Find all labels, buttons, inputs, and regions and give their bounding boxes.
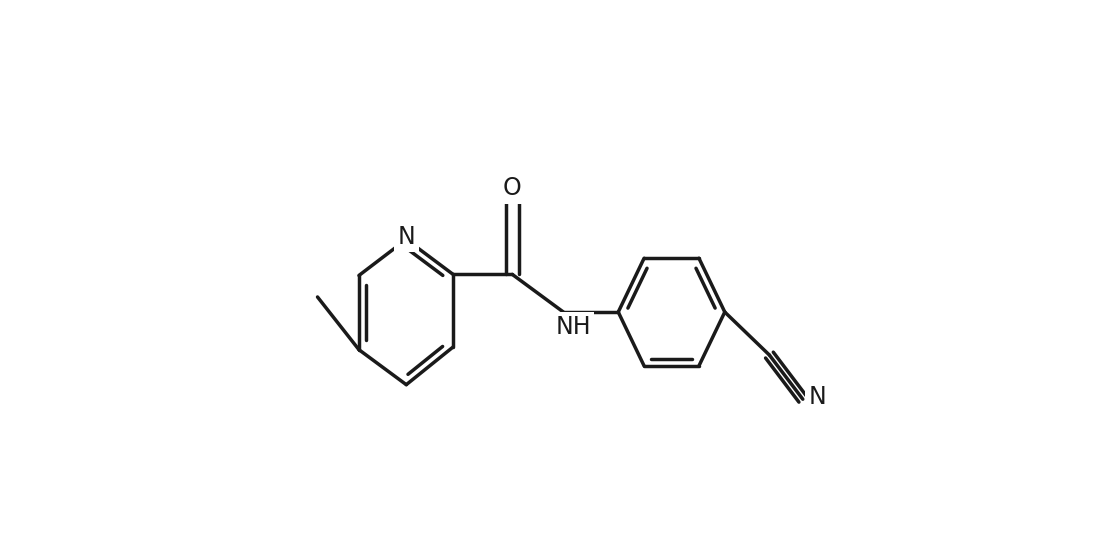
Text: N: N [397, 225, 415, 249]
Text: O: O [503, 176, 521, 200]
Text: NH: NH [556, 315, 590, 339]
Text: N: N [808, 385, 826, 408]
